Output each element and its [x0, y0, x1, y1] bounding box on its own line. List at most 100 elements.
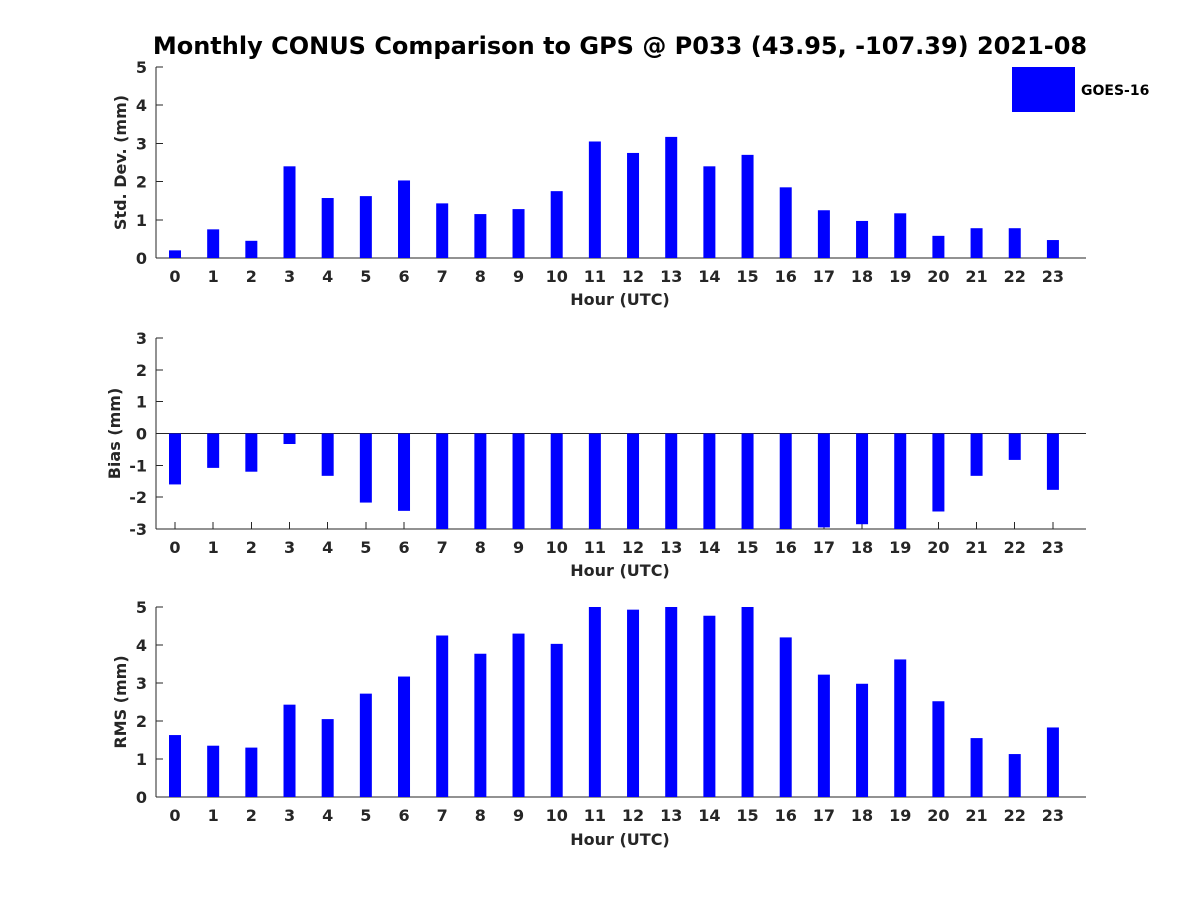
- std-dev-bar: [321, 198, 334, 258]
- rms-x-axis-label: Hour (UTC): [570, 830, 670, 849]
- rms-xtick-label: 20: [927, 806, 949, 825]
- figure-title: Monthly CONUS Comparison to GPS @ P033 (…: [153, 32, 1087, 60]
- rms-ytick-label: 2: [136, 712, 147, 731]
- bias-ytick-label: 2: [136, 361, 147, 380]
- std-dev-xtick-label: 12: [622, 267, 644, 286]
- bias-y-axis-label: Bias (mm): [105, 388, 124, 480]
- rms-ytick-label: 1: [136, 750, 147, 769]
- bias-bar: [512, 433, 525, 529]
- std-dev-xtick-label: 15: [736, 267, 758, 286]
- std-dev-ytick-label: 1: [136, 211, 147, 230]
- legend-label: GOES-16: [1081, 83, 1149, 99]
- rms-bar: [398, 676, 411, 797]
- bias-xtick-label: 2: [246, 538, 257, 557]
- bias-xtick-label: 15: [736, 538, 758, 557]
- bias-xtick-label: 20: [927, 538, 949, 557]
- std-dev-xtick-label: 6: [398, 267, 409, 286]
- rms-ytick-label: 3: [136, 674, 147, 693]
- bias-xtick-label: 3: [284, 538, 295, 557]
- rms-xtick-label: 16: [775, 806, 797, 825]
- bias-bar: [856, 433, 869, 525]
- rms-xtick-label: 6: [398, 806, 409, 825]
- std-dev-bar: [779, 187, 792, 258]
- std-dev-xtick-label: 19: [889, 267, 911, 286]
- std-dev-bar: [817, 210, 830, 258]
- bias-bar: [894, 433, 907, 529]
- rms-ytick-label: 5: [136, 598, 147, 617]
- std-dev-xtick-label: 23: [1042, 267, 1064, 286]
- std-dev-xtick-label: 14: [698, 267, 720, 286]
- legend[interactable]: GOES-16: [1012, 67, 1149, 112]
- bias-ytick-label: -2: [129, 488, 147, 507]
- std-dev-bar: [550, 191, 563, 258]
- rms-bar: [856, 683, 869, 797]
- rms-xtick-label: 10: [546, 806, 568, 825]
- rms-xtick-label: 4: [322, 806, 333, 825]
- legend-swatch: [1012, 67, 1075, 112]
- std-dev-xtick-label: 1: [208, 267, 219, 286]
- rms-xtick-label: 19: [889, 806, 911, 825]
- rms-bar: [817, 674, 830, 797]
- bias-xtick-label: 5: [360, 538, 371, 557]
- rms-bar: [894, 659, 907, 797]
- std-dev-bar: [398, 180, 411, 258]
- bias-bar: [779, 433, 792, 529]
- std-dev-xtick-label: 11: [584, 267, 606, 286]
- rms-bar: [169, 735, 181, 797]
- std-dev-xtick-label: 4: [322, 267, 333, 286]
- rms-xtick-label: 15: [736, 806, 758, 825]
- std-dev-bar: [283, 166, 296, 258]
- rms-bar: [436, 635, 449, 797]
- std-dev-bar: [856, 220, 869, 258]
- std-dev-bar: [245, 240, 258, 258]
- std-dev-xtick-label: 0: [169, 267, 180, 286]
- rms-bar: [970, 738, 983, 797]
- std-dev-bar: [359, 196, 372, 258]
- bias-bar: [207, 433, 220, 468]
- bias-bar: [970, 433, 983, 476]
- bias-xtick-label: 21: [965, 538, 987, 557]
- std-dev-bars: [169, 136, 1059, 258]
- std-dev-bar: [512, 209, 525, 258]
- bias-bar: [1008, 433, 1021, 460]
- bias-bar: [436, 433, 449, 529]
- bias-ytick-label: -3: [129, 520, 147, 539]
- bias-xtick-label: 0: [169, 538, 180, 557]
- rms-bar: [1008, 754, 1021, 797]
- bias-xtick-label: 18: [851, 538, 873, 557]
- rms-xtick-label: 3: [284, 806, 295, 825]
- std-dev-bar: [1046, 240, 1059, 258]
- rms-xtick-label: 14: [698, 806, 720, 825]
- std-dev-xtick-label: 21: [965, 267, 987, 286]
- rms-xtick-label: 5: [360, 806, 371, 825]
- rms-xtick-label: 22: [1004, 806, 1026, 825]
- bias-xtick-label: 16: [775, 538, 797, 557]
- std-dev-bar: [970, 228, 983, 258]
- bias-ytick-label: 3: [136, 329, 147, 348]
- rms-xtick-label: 17: [813, 806, 835, 825]
- std-dev-xtick-label: 13: [660, 267, 682, 286]
- rms-bar: [207, 745, 220, 797]
- rms-xtick-label: 18: [851, 806, 873, 825]
- rms-bar: [283, 704, 296, 797]
- std-dev-bar: [207, 229, 220, 258]
- std-dev-xtick-label: 3: [284, 267, 295, 286]
- bias-bar: [169, 433, 181, 485]
- rms-bar: [474, 653, 487, 797]
- bias-ytick-label: 1: [136, 393, 147, 412]
- rms-bar: [359, 693, 372, 797]
- rms-xtick-label: 2: [246, 806, 257, 825]
- std-dev-xtick-label: 16: [775, 267, 797, 286]
- bias-xtick-label: 11: [584, 538, 606, 557]
- std-dev-ytick-label: 2: [136, 173, 147, 192]
- std-dev-xtick-label: 2: [246, 267, 257, 286]
- rms-ytick-label: 4: [136, 636, 147, 655]
- std-dev-xtick-label: 17: [813, 267, 835, 286]
- rms-xtick-label: 7: [437, 806, 448, 825]
- bias-xtick-label: 23: [1042, 538, 1064, 557]
- bias-bar: [817, 433, 830, 528]
- bias-bar: [474, 433, 487, 529]
